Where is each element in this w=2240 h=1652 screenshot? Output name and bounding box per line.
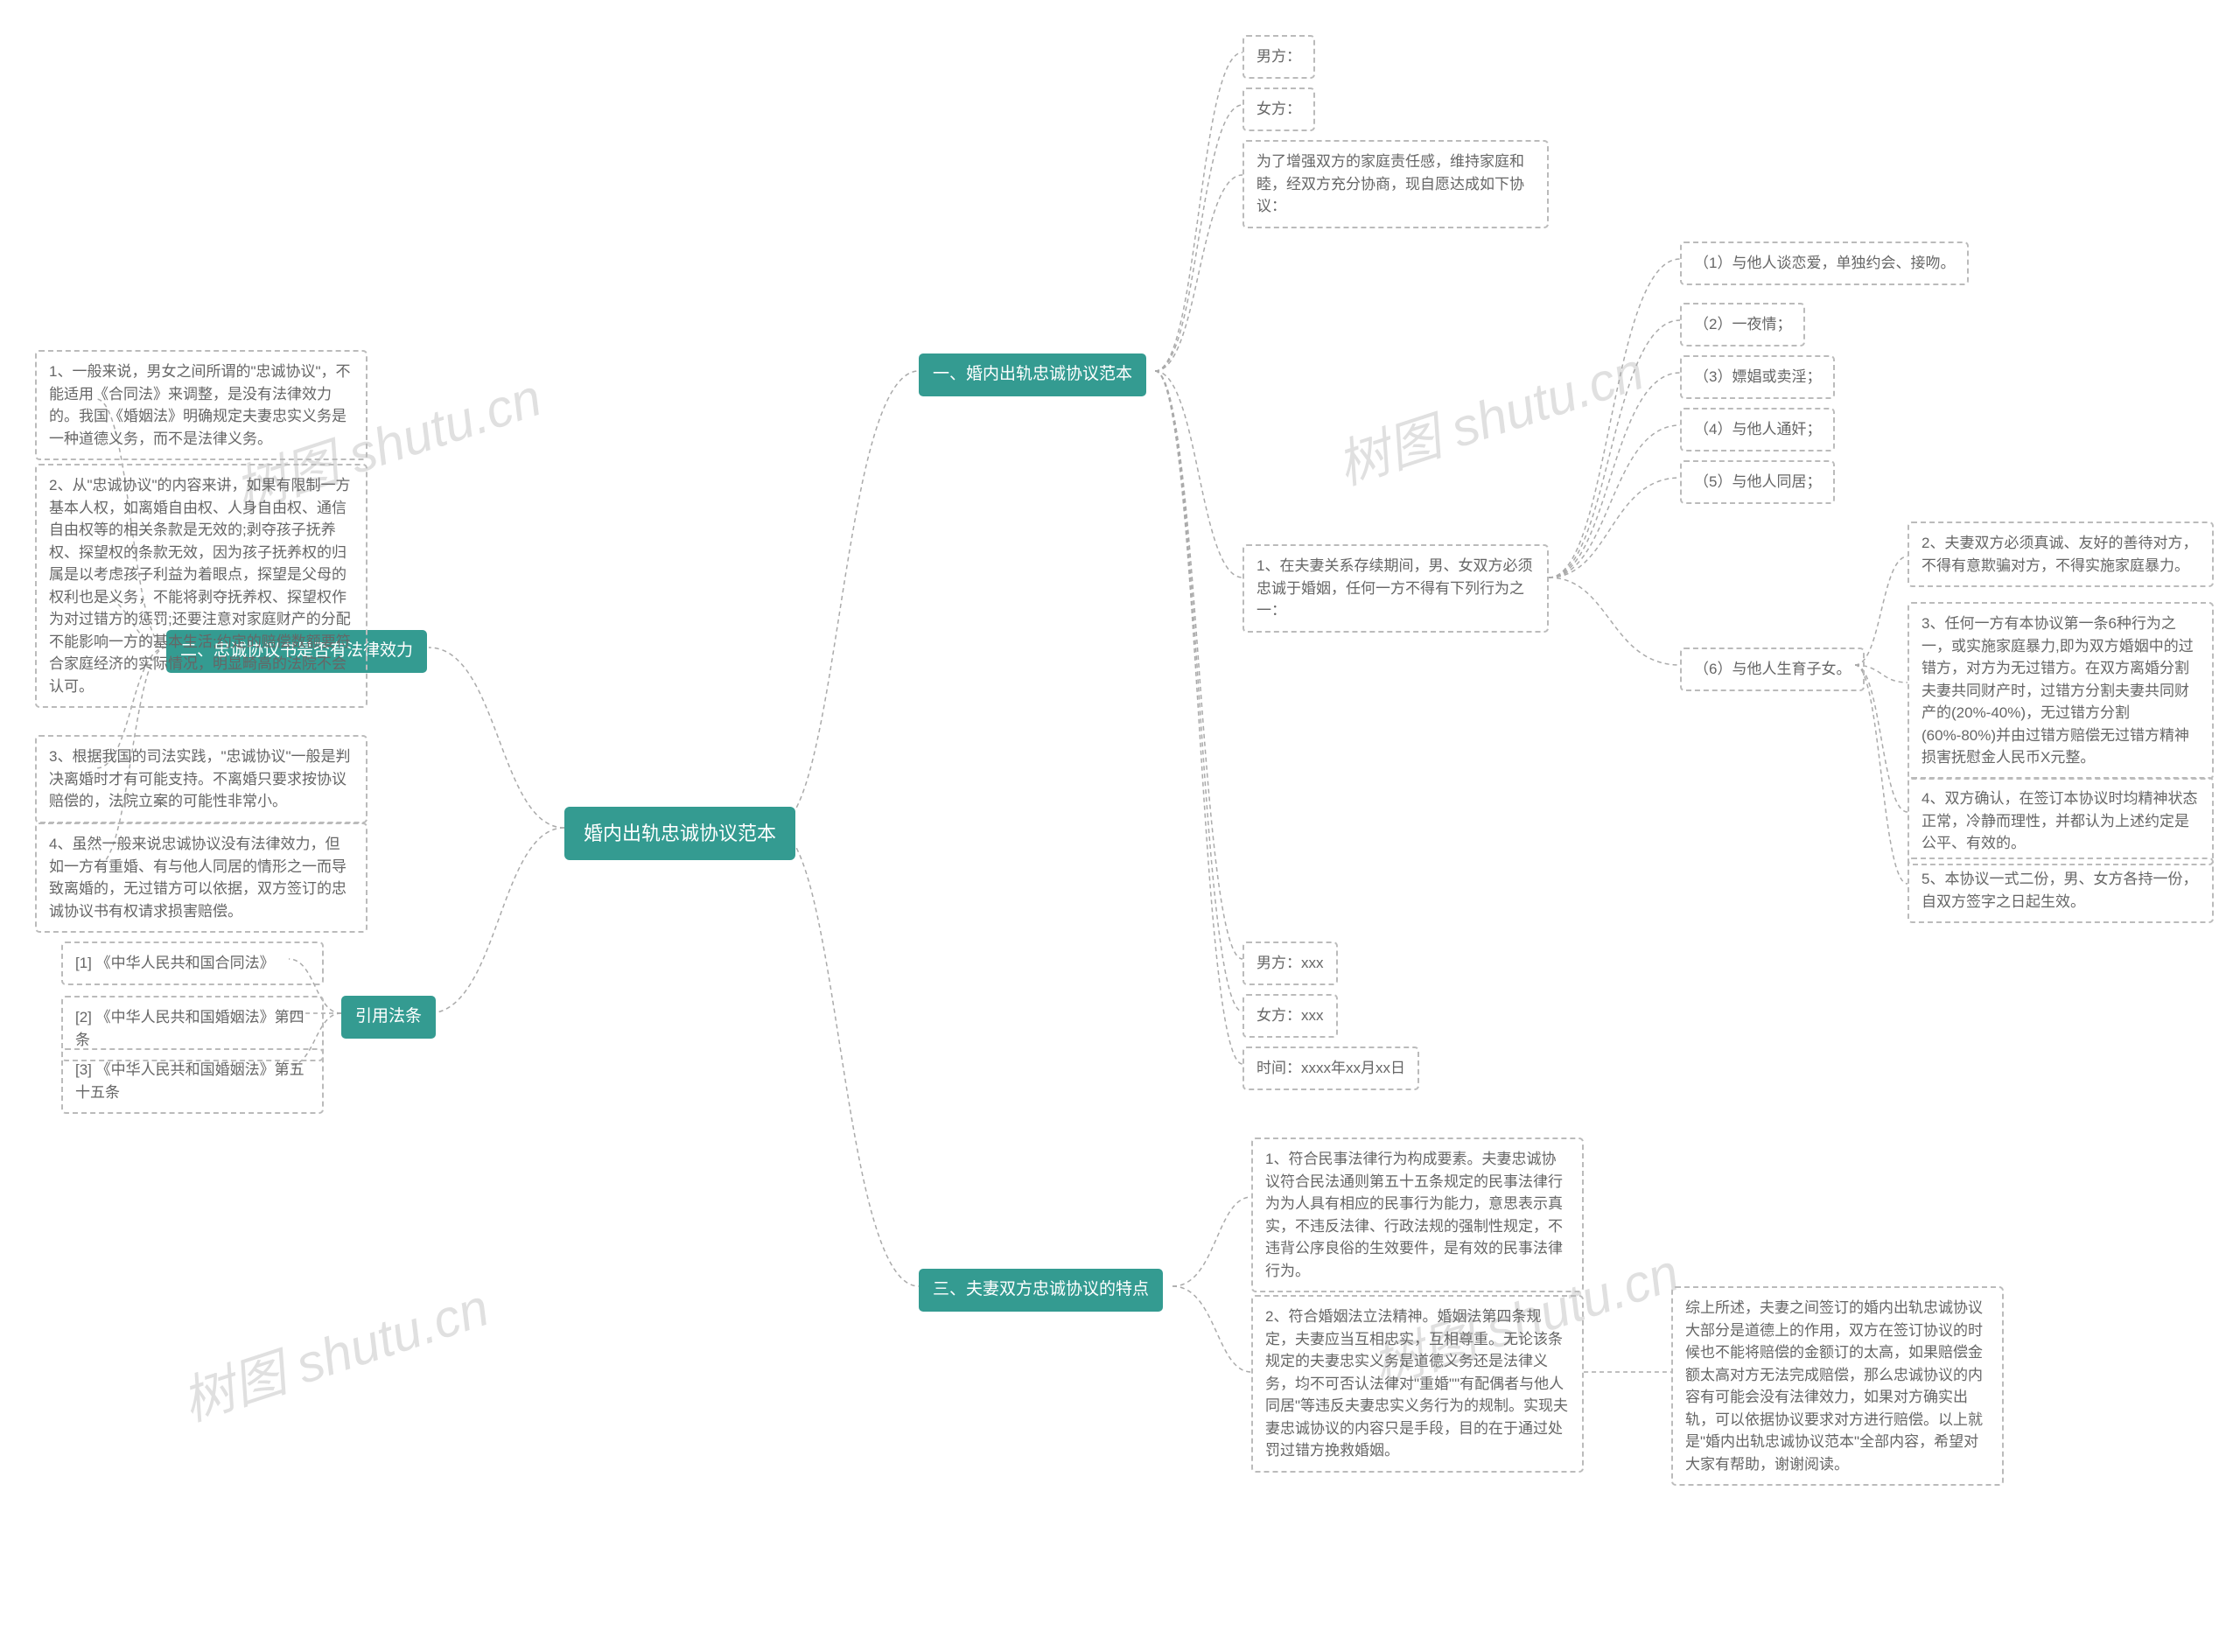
leaf-b3-2: 2、符合婚姻法立法精神。婚姻法第四条规定，夫妻应当互相忠实，互相尊重。无论该条规… bbox=[1251, 1295, 1584, 1473]
leaf-rule5: 5、本协议一式二份，男、女方各持一份，自双方签字之日起生效。 bbox=[1908, 858, 2214, 923]
leaf-date: 时间：xxxx年xx月xx日 bbox=[1242, 1046, 1419, 1090]
leaf-b2-3: 3、根据我国的司法实践，"忠诚协议"一般是判决离婚时才有可能支持。不离婚只要求按… bbox=[35, 735, 368, 823]
branch-features[interactable]: 三、夫妻双方忠诚协议的特点 bbox=[919, 1269, 1163, 1312]
leaf-rule1-5: （5）与他人同居； bbox=[1680, 460, 1835, 504]
leaf-b2-1: 1、一般来说，男女之间所谓的"忠诚协议"，不能适用《合同法》来调整，是没有法律效… bbox=[35, 350, 368, 460]
leaf-rule3: 3、任何一方有本协议第一条6种行为之一，或实施家庭暴力,即为双方婚姻中的过错方，… bbox=[1908, 602, 2214, 780]
branch-template[interactable]: 一、婚内出轨忠诚协议范本 bbox=[919, 354, 1146, 396]
leaf-rule1-2: （2）一夜情； bbox=[1680, 303, 1805, 346]
leaf-rule2: 2、夫妻双方必须真诚、友好的善待对方，不得有意欺骗对方，不得实施家庭暴力。 bbox=[1908, 522, 2214, 587]
leaf-sig-female: 女方：xxx bbox=[1242, 994, 1338, 1038]
leaf-female: 女方： bbox=[1242, 88, 1315, 131]
leaf-cite-1: [1] 《中华人民共和国合同法》 bbox=[61, 942, 324, 985]
root-node[interactable]: 婚内出轨忠诚协议范本 bbox=[564, 807, 795, 860]
leaf-sig-male: 男方：xxx bbox=[1242, 942, 1338, 985]
branch-citations[interactable]: 引用法条 bbox=[341, 996, 436, 1039]
leaf-intro: 为了增强双方的家庭责任感，维持家庭和睦，经双方充分协商，现自愿达成如下协议： bbox=[1242, 140, 1549, 228]
leaf-rule1-intro: 1、在夫妻关系存续期间，男、女双方必须忠诚于婚姻，任何一方不得有下列行为之一： bbox=[1242, 544, 1549, 633]
leaf-b2-2: 2、从"忠诚协议"的内容来讲，如果有限制一方基本人权，如离婚自由权、人身自由权、… bbox=[35, 464, 368, 708]
leaf-rule1-6: （6）与他人生育子女。 bbox=[1680, 648, 1865, 691]
leaf-cite-3: [3] 《中华人民共和国婚姻法》第五十五条 bbox=[61, 1048, 324, 1114]
leaf-rule1-1: （1）与他人谈恋爱，单独约会、接吻。 bbox=[1680, 242, 1969, 285]
leaf-b3-summary: 综上所述，夫妻之间签订的婚内出轨忠诚协议大部分是道德上的作用，双方在签订协议的时… bbox=[1671, 1286, 2004, 1486]
watermark: 树图 shutu.cn bbox=[171, 1265, 497, 1436]
leaf-b2-4: 4、虽然一般来说忠诚协议没有法律效力，但如一方有重婚、有与他人同居的情形之一而导… bbox=[35, 822, 368, 933]
leaf-male: 男方： bbox=[1242, 35, 1315, 79]
watermark: 树图 shutu.cn bbox=[1326, 329, 1652, 500]
leaf-rule4: 4、双方确认，在签订本协议时均精神状态正常，冷静而理性，并都认为上述约定是公平、… bbox=[1908, 777, 2214, 865]
leaf-b3-1: 1、符合民事法律行为构成要素。夫妻忠诚协议符合民法通则第五十五条规定的民事法律行… bbox=[1251, 1138, 1584, 1292]
leaf-rule1-4: （4）与他人通奸； bbox=[1680, 408, 1835, 452]
leaf-rule1-3: （3）嫖娼或卖淫； bbox=[1680, 355, 1835, 399]
